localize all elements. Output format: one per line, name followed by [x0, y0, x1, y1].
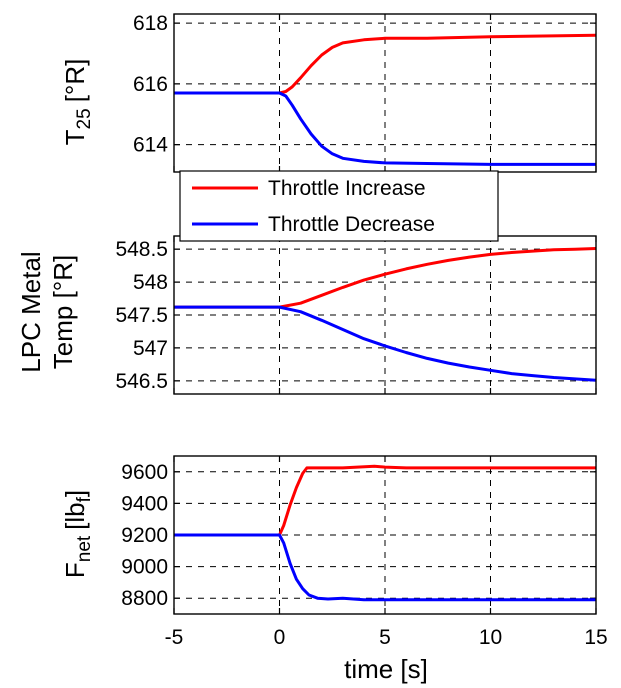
t25-series-decrease	[174, 91, 596, 166]
lpc-ytick-label: 546.5	[115, 370, 168, 393]
fnet-ytick-label: 8800	[121, 587, 168, 610]
lpc-series-decrease	[174, 305, 597, 382]
legend-label-decrease: Throttle Decrease	[268, 213, 435, 236]
lpc-series-increase	[174, 247, 597, 309]
t25-ytick-label: 614	[133, 134, 168, 157]
fnet-series-increase	[174, 464, 596, 537]
lpc-ytick-label: 547	[133, 337, 168, 360]
xtick-label: 10	[479, 626, 502, 649]
xtick-label: -5	[165, 626, 184, 649]
fnet-ylabel: Fnet[lbf]	[60, 490, 95, 578]
x-axis-label: time [s]	[344, 654, 428, 684]
fnet-ytick-label: 9400	[121, 492, 168, 515]
fnet-ytick-label: 9200	[121, 524, 168, 547]
t25-ylabel: T25[°R]	[60, 59, 95, 146]
lpc-ytick-label: 548	[133, 271, 168, 294]
legend: Throttle Increase Throttle Decrease	[179, 170, 499, 242]
lpc-ytick-label: 548.5	[115, 238, 168, 261]
xtick-label: 0	[274, 626, 286, 649]
legend-box	[179, 170, 499, 242]
fnet-ytick-label: 9000	[121, 556, 168, 579]
lpc-ylabel-line1: LPC Metal	[16, 251, 46, 372]
xtick-label: 5	[379, 626, 391, 649]
fnet-axes-frame	[173, 455, 597, 615]
legend-label-increase: Throttle Increase	[268, 177, 426, 200]
xtick-label: 15	[584, 626, 607, 649]
t25-ytick-label: 616	[133, 73, 168, 96]
panel-lpc-metal-temp: LPC Metal Temp [°R] 548.5 548 547.5 547 546.…	[16, 235, 597, 395]
t25-series-increase	[174, 33, 597, 95]
lpc-ytick-label: 547.5	[115, 304, 168, 327]
lpc-ylabel-line2: Temp [°R]	[48, 255, 78, 369]
fnet-series-decrease	[174, 533, 596, 602]
panel-t25: T25[°R] 618 616 614	[60, 12, 597, 173]
t25-ytick-label: 618	[133, 12, 168, 35]
fnet-ytick-label: 9600	[121, 461, 168, 484]
